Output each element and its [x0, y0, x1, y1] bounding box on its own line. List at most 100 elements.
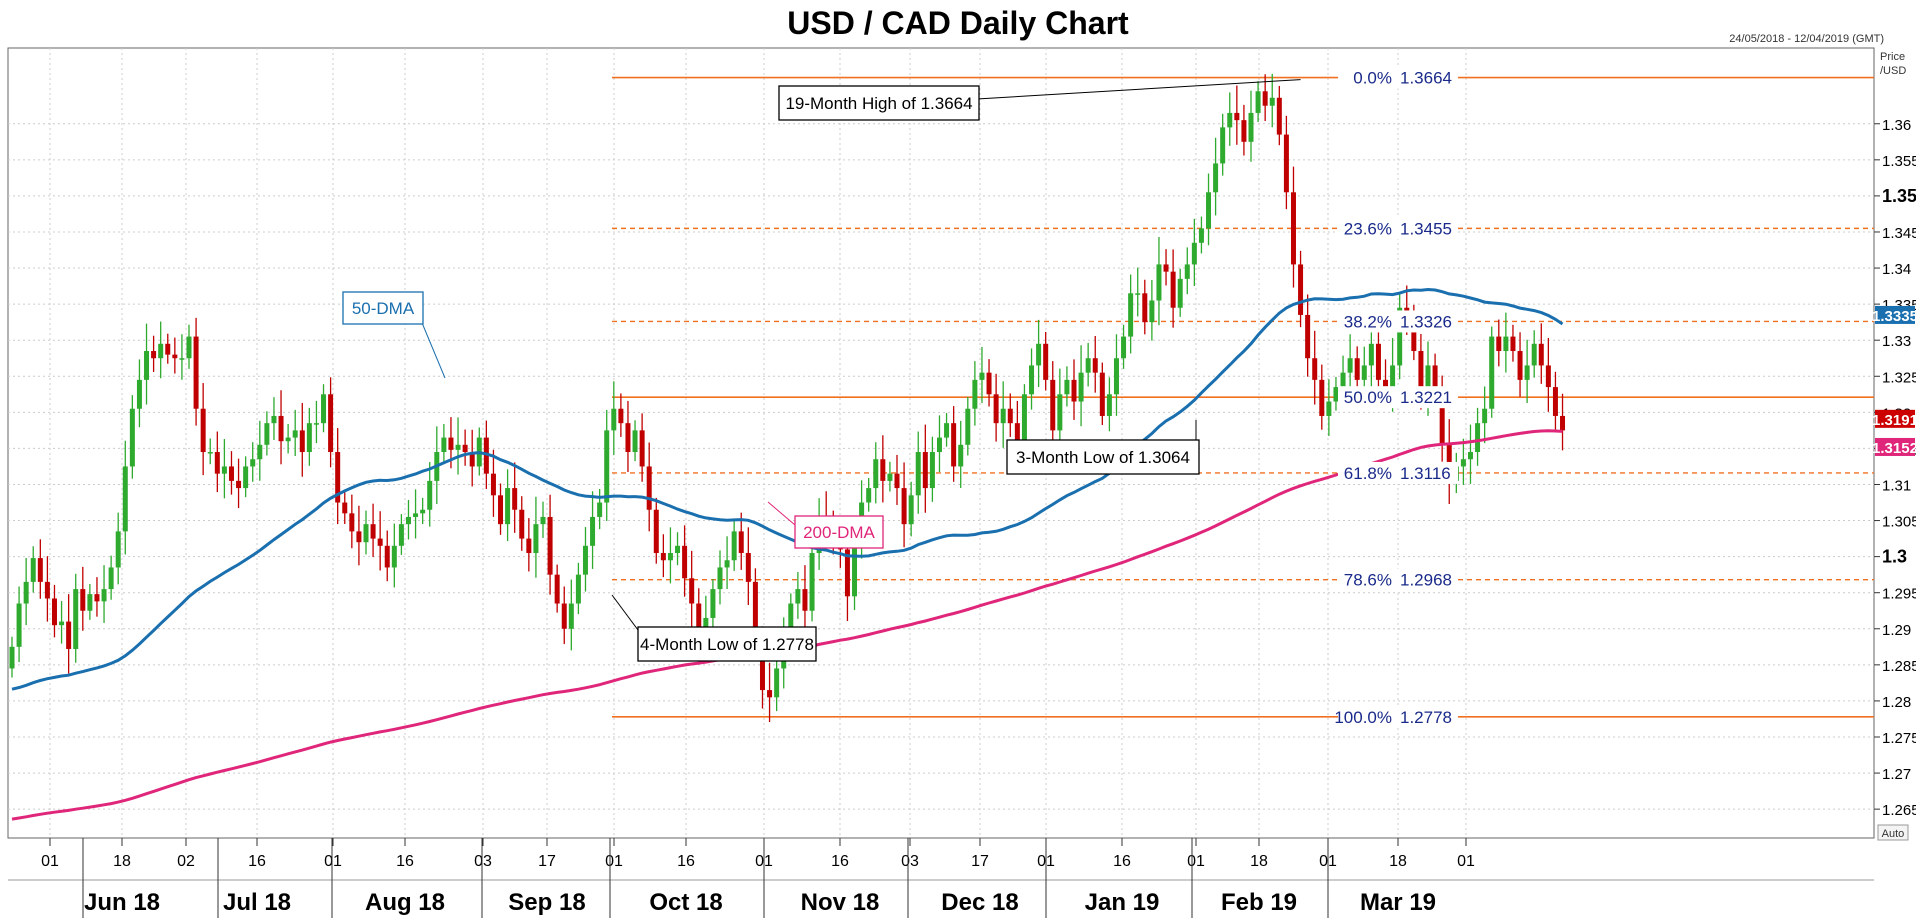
fib-label-pct: 0.0%: [1353, 69, 1392, 88]
price-tag-value: 1.3152: [1872, 440, 1916, 457]
y-tick-label: 1.325: [1882, 369, 1916, 386]
y-tick-label: 1.265: [1882, 802, 1916, 819]
candle-body: [179, 358, 185, 360]
x-day-label: 01: [1457, 853, 1475, 870]
candle-body: [299, 430, 305, 453]
x-month-label: Mar 19: [1360, 889, 1436, 916]
annotations: 19-Month High of 1.3664 3-Month Low of 1.…: [342, 79, 1301, 662]
candle-body: [873, 459, 879, 489]
candle-body: [228, 466, 234, 481]
y-tick-label: 1.27: [1882, 766, 1911, 783]
candle-body: [986, 372, 992, 395]
x-month-label: Nov 18: [801, 889, 880, 916]
candle-body: [646, 466, 652, 510]
price-tag-value: 1.3191: [1872, 412, 1916, 429]
candle-body: [1326, 401, 1332, 416]
candle-body: [37, 558, 43, 582]
x-day-label: 02: [177, 853, 195, 870]
candle-body: [993, 394, 999, 424]
candle-body: [1383, 379, 1389, 388]
candle-body: [108, 567, 114, 590]
candle-body: [1106, 394, 1112, 416]
candle-body: [1007, 408, 1013, 424]
candle-body: [901, 488, 907, 525]
candle-body: [1220, 127, 1226, 164]
fib-label-value: 1.3116: [1400, 464, 1451, 483]
candle-body: [1347, 358, 1353, 373]
candle-body: [611, 408, 617, 431]
candle-body: [1510, 336, 1516, 352]
fibonacci-labels: 0.0% 1.3664 23.6% 1.3455 38.2% 1.3326 50.0% 1.3…: [1334, 66, 1458, 728]
candle-body: [1248, 112, 1254, 142]
x-month-label: Sep 18: [508, 889, 585, 916]
y-tick-label: 1.29: [1882, 622, 1911, 639]
candle-body: [1163, 264, 1169, 272]
candle-body: [738, 531, 744, 554]
candle-body: [1368, 343, 1374, 366]
candle-body: [540, 516, 546, 525]
x-day-label: 01: [324, 853, 342, 870]
auto-button[interactable]: [1877, 824, 1909, 841]
candle-body: [151, 351, 157, 359]
candle-body: [1489, 336, 1495, 409]
candle-body: [1319, 379, 1325, 416]
price-label-line1: Price: [1880, 51, 1905, 63]
x-day-label: 16: [677, 853, 695, 870]
candle-body: [653, 509, 659, 554]
candle-body: [1390, 365, 1396, 388]
x-day-label: 16: [831, 853, 849, 870]
fib-label-bg: [1338, 705, 1458, 728]
candle-body: [1213, 163, 1219, 193]
candle-body: [1078, 372, 1084, 402]
candle-body: [1298, 264, 1304, 315]
candle-body: [1227, 112, 1233, 128]
candle-body: [321, 394, 327, 424]
candle-body: [1099, 372, 1105, 416]
candle-body: [1460, 459, 1466, 467]
candle-body: [1545, 365, 1551, 388]
high-annotation-box: [778, 85, 980, 121]
x-day-label: 17: [971, 853, 989, 870]
candle-body: [1482, 408, 1488, 424]
y-tick-label: 1.28: [1882, 694, 1911, 711]
candle-body: [1085, 358, 1091, 373]
candle-body: [1333, 387, 1339, 402]
fib-label-value: 1.3455: [1400, 219, 1452, 238]
candle-body: [767, 690, 773, 698]
candle-body: [278, 415, 284, 442]
candle-body: [94, 594, 100, 602]
dma200-callout-line: [767, 501, 796, 526]
candle-body: [667, 553, 673, 561]
x-month-label: Aug 18: [365, 889, 445, 916]
fib-label-pct: 50.0%: [1344, 388, 1392, 407]
fib-label-value: 1.3221: [1400, 388, 1452, 407]
candle-body: [1560, 415, 1566, 431]
candle-body: [122, 466, 128, 532]
y-tick-label: 1.33: [1882, 333, 1911, 350]
fib-label-pct: 78.6%: [1344, 571, 1392, 590]
candle-body: [158, 343, 164, 359]
auto-label[interactable]: Auto: [1882, 828, 1905, 840]
candle-body: [1156, 264, 1162, 301]
candle-body: [144, 351, 150, 380]
candle-body: [1283, 134, 1289, 193]
candle-body: [285, 437, 291, 442]
y-tick-label: 1.36: [1882, 117, 1911, 134]
candle-body: [448, 437, 454, 450]
candle-body: [342, 502, 348, 514]
candle-body: [1121, 336, 1127, 359]
candle-body: [1113, 358, 1119, 395]
candle-body: [356, 531, 362, 543]
candle-body: [802, 589, 808, 611]
candle-body: [101, 589, 107, 602]
candle-body: [809, 553, 815, 611]
candle-body: [625, 423, 631, 453]
candle-body: [1503, 336, 1509, 352]
candle-body: [335, 452, 341, 503]
candle-body: [1014, 423, 1020, 453]
low4-annotation-box: [637, 626, 817, 662]
dma200-label: 200-DMA: [803, 523, 875, 542]
x-month-label: Dec 18: [941, 889, 1018, 916]
candle-body: [929, 452, 935, 489]
candle-body: [936, 437, 942, 453]
